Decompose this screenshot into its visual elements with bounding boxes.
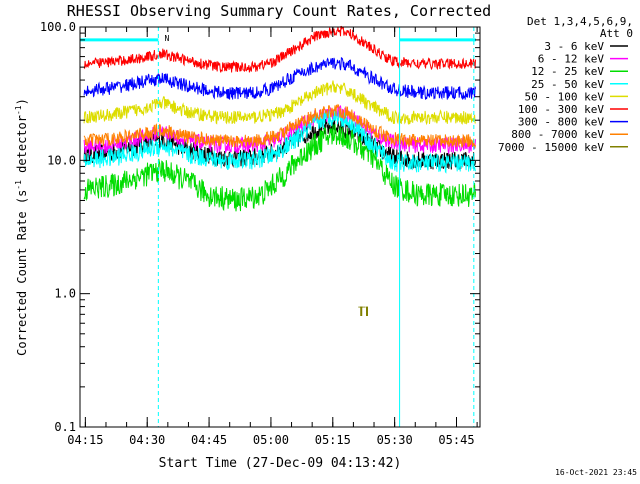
legend-entry-label: 300 - 800 keV bbox=[518, 116, 604, 129]
series-line-2 bbox=[83, 124, 476, 212]
y-tick-label: 100.0 bbox=[40, 20, 76, 34]
series-fragment-dot bbox=[362, 306, 364, 308]
legend-entry-label: 7000 - 15000 keV bbox=[498, 141, 604, 154]
plot-area: N bbox=[79, 25, 476, 427]
series-line-3 bbox=[83, 107, 476, 174]
y-axis-label-end: ) bbox=[15, 98, 29, 105]
plot-frame bbox=[79, 26, 481, 428]
series-line-4 bbox=[83, 80, 476, 126]
y-axis-label-main: Corrected Count Rate (s bbox=[15, 190, 29, 356]
night-marker-label: N bbox=[165, 34, 170, 43]
legend-entry-label: 25 - 50 keV bbox=[531, 78, 604, 91]
y-axis-label-sup2: -1 bbox=[14, 105, 23, 115]
series-line-5 bbox=[83, 25, 476, 73]
timestamp: 16-Oct-2021 23:45 bbox=[555, 468, 637, 477]
legend-entry-label: 12 - 25 keV bbox=[531, 65, 604, 78]
legend-entry-label: 3 - 6 keV bbox=[544, 40, 604, 53]
chart-title: RHESSI Observing Summary Count Rates, Co… bbox=[67, 2, 491, 20]
axes: 0.1 1.0 10.0 100.0 04:15 04:30 04:45 05:00 05:15… bbox=[40, 20, 481, 447]
y-axis-label-sup1: -1 bbox=[14, 180, 23, 190]
x-tick-label: 05:45 bbox=[438, 433, 474, 447]
y-axis-label: Corrected Count Rate (s-1 detector-1) bbox=[14, 98, 29, 356]
x-tick-label: 05:30 bbox=[377, 433, 413, 447]
y-axis-label-mid: detector bbox=[15, 115, 29, 180]
series-line-7 bbox=[83, 103, 476, 149]
x-tick-label: 05:15 bbox=[315, 433, 351, 447]
legend-entry-label: 50 - 100 keV bbox=[525, 90, 605, 103]
x-tick-label: 04:30 bbox=[129, 433, 165, 447]
y-tick-label: 1.0 bbox=[54, 287, 76, 301]
x-tick-label: 04:45 bbox=[191, 433, 227, 447]
series-line-6 bbox=[83, 56, 476, 101]
legend-header: Att 0 bbox=[600, 27, 633, 40]
legend-header: Det 1,3,4,5,6,9, bbox=[527, 15, 633, 28]
legend-entry-label: 100 - 300 keV bbox=[518, 103, 604, 116]
x-tick-label: 05:00 bbox=[253, 433, 289, 447]
y-tick-label: 0.1 bbox=[54, 420, 76, 434]
series-fragment-dot bbox=[364, 306, 366, 308]
legend-entry-label: 800 - 7000 keV bbox=[511, 128, 604, 141]
series-fragment-dot bbox=[359, 306, 361, 308]
legend-entry-label: 6 - 12 keV bbox=[538, 53, 605, 66]
series-fragment-dot bbox=[358, 306, 360, 308]
x-tick-label: 04:15 bbox=[67, 433, 103, 447]
series-fragment-dot bbox=[363, 306, 365, 308]
y-tick-label: 10.0 bbox=[47, 153, 76, 167]
x-axis-label: Start Time (27-Dec-09 04:13:42) bbox=[159, 456, 402, 471]
